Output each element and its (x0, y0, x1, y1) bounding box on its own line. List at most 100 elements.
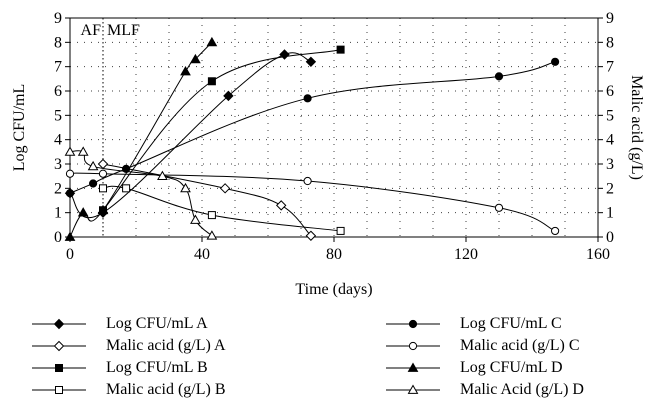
series-line (102, 185, 341, 232)
data-point (206, 230, 218, 240)
data-point (87, 160, 99, 171)
series-line (69, 52, 312, 219)
data-point (407, 362, 419, 372)
y2-tick-label: 9 (606, 10, 614, 27)
legend-item: Malic acid (g/L) B (30, 380, 226, 400)
data-point (494, 72, 504, 81)
data-point (89, 179, 98, 188)
data-point (305, 56, 317, 68)
legend-item: Malic acid (g/L) A (30, 336, 226, 356)
data-point (303, 176, 312, 186)
legend-symbol (32, 364, 86, 372)
y2-tick-label: 3 (606, 156, 614, 173)
data-point (99, 184, 107, 193)
data-point (190, 214, 201, 224)
x-axis-label: Time (days) (295, 281, 372, 298)
legend-symbol (32, 386, 86, 394)
axes: 0 1 2 3 4 5 6 7 8 9 0 1 2 3 4 5 6 7 8 9 0 40 80 120 160 (54, 10, 614, 263)
y-axis-label: Log CFU/mL (11, 84, 28, 172)
data-point (407, 384, 419, 394)
data-point (408, 319, 418, 329)
y-tick-label: 7 (54, 59, 62, 76)
data-point (65, 189, 75, 198)
data-point (65, 169, 75, 178)
data-point (55, 386, 63, 394)
x-tick-label: 80 (326, 246, 342, 263)
legend-item: Log CFU/mL C (384, 314, 562, 334)
data-point (206, 36, 218, 47)
data-point (180, 66, 191, 76)
series (64, 146, 218, 240)
legend-symbol (32, 340, 86, 352)
legend-label: Log CFU/mL C (460, 315, 562, 332)
y2-tick-label: 0 (606, 229, 614, 246)
data-point (223, 90, 234, 102)
legend-label: Malic acid (g/L) B (106, 381, 226, 398)
y-tick-label: 2 (54, 180, 62, 197)
data-point (97, 158, 109, 170)
y-tick-label: 0 (54, 229, 62, 246)
series (64, 36, 218, 241)
y-tick-label: 4 (54, 132, 62, 149)
x-tick-label: 40 (194, 246, 210, 263)
y-tick-label: 6 (54, 83, 62, 100)
series-line (102, 49, 341, 211)
y-tick-label: 1 (54, 205, 62, 222)
y-tick-label: 9 (54, 10, 62, 27)
grid (70, 18, 598, 237)
data-point (53, 318, 65, 330)
data-point (53, 340, 65, 352)
data-point (180, 182, 191, 193)
series (65, 169, 560, 236)
data-point (219, 183, 231, 194)
data-point (336, 226, 345, 235)
x-tick-label: 0 (66, 246, 74, 263)
x-tick-label: 120 (454, 246, 478, 263)
legend-item: Malic acid (g/L) C (384, 336, 580, 356)
data-point (207, 211, 216, 220)
legend-symbol (386, 384, 440, 394)
legend-item: Log CFU/mL B (30, 358, 208, 378)
data-point (408, 341, 418, 351)
af-label: AF (81, 22, 102, 39)
legend-label: Log CFU/mL B (106, 359, 208, 376)
data-point (494, 203, 504, 212)
series-line (69, 172, 556, 232)
data-point (98, 169, 108, 178)
mlf-label: MLF (107, 22, 140, 39)
x-tick-label: 160 (586, 246, 610, 263)
y2-axis-label: Malic acid (g/L) (628, 75, 645, 180)
legend-label: Log CFU/mL D (460, 359, 563, 376)
data-point (97, 204, 109, 215)
y2-tick-label: 5 (606, 107, 614, 124)
data-point (551, 57, 560, 66)
legend-symbol (386, 362, 440, 372)
data-point (122, 184, 131, 193)
data-point (157, 170, 168, 181)
data-point (275, 200, 287, 211)
y-tick-label: 3 (54, 156, 62, 173)
data-point (77, 146, 89, 156)
data-point (303, 94, 312, 103)
data-point (336, 45, 345, 54)
annotations: AF MLF (81, 18, 140, 237)
y2-tick-label: 8 (606, 34, 614, 51)
legend-symbol (32, 318, 86, 330)
legend-label: Malic acid (g/L) A (106, 337, 226, 354)
data-point (55, 364, 63, 372)
legend-symbol (386, 341, 440, 351)
data-point (77, 207, 89, 217)
legend-item: Malic Acid (g/L) D (384, 380, 584, 400)
chart: 0 1 2 3 4 5 6 7 8 9 0 1 2 3 4 5 6 7 8 9 0 40 80 120 160 AF MLF T… (11, 10, 645, 298)
y2-tick-label: 6 (606, 83, 614, 100)
data-point (64, 231, 76, 241)
series (97, 158, 317, 241)
legend-symbol (386, 319, 440, 329)
legend-label: Malic Acid (g/L) D (460, 381, 584, 398)
data-point (305, 230, 317, 241)
data-point (551, 226, 560, 236)
legend: Log CFU/mL A Malic acid (g/L) A Log CFU/… (0, 312, 646, 410)
y2-tick-label: 4 (606, 132, 614, 149)
series-line (102, 163, 312, 237)
y-tick-label: 8 (54, 34, 62, 51)
